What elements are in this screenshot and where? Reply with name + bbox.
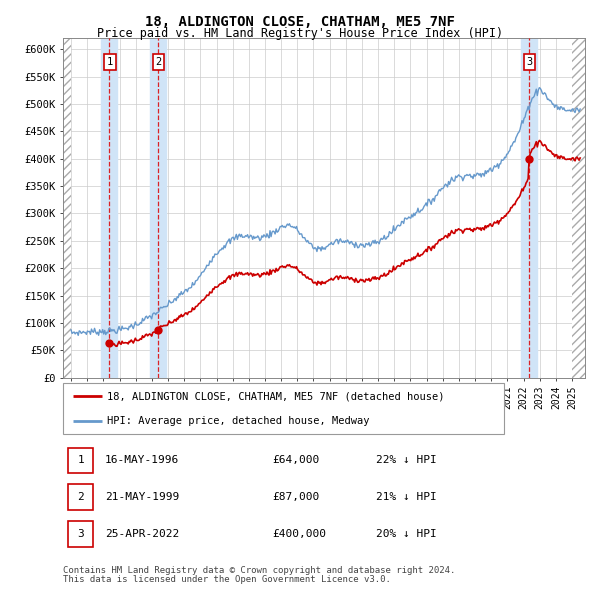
Text: Price paid vs. HM Land Registry's House Price Index (HPI): Price paid vs. HM Land Registry's House … [97, 27, 503, 40]
Text: 3: 3 [526, 57, 533, 67]
Bar [521, 38, 537, 378]
Bar [68, 448, 93, 473]
Bar [572, 38, 585, 378]
Text: HPI: Average price, detached house, Medway: HPI: Average price, detached house, Medw… [107, 416, 370, 426]
Text: 21% ↓ HPI: 21% ↓ HPI [376, 492, 437, 502]
Text: 2: 2 [155, 57, 162, 67]
Text: £400,000: £400,000 [272, 529, 326, 539]
Text: 22% ↓ HPI: 22% ↓ HPI [376, 455, 437, 466]
Bar [68, 521, 93, 546]
Bar [101, 38, 118, 378]
Text: £64,000: £64,000 [272, 455, 319, 466]
Text: 1: 1 [107, 57, 113, 67]
Text: 1: 1 [77, 455, 84, 466]
Text: 18, ALDINGTON CLOSE, CHATHAM, ME5 7NF (detached house): 18, ALDINGTON CLOSE, CHATHAM, ME5 7NF (d… [107, 391, 445, 401]
Text: 25-APR-2022: 25-APR-2022 [105, 529, 179, 539]
Text: Contains HM Land Registry data © Crown copyright and database right 2024.: Contains HM Land Registry data © Crown c… [63, 566, 455, 575]
FancyBboxPatch shape [63, 384, 504, 434]
Bar [63, 38, 71, 378]
Text: 18, ALDINGTON CLOSE, CHATHAM, ME5 7NF: 18, ALDINGTON CLOSE, CHATHAM, ME5 7NF [145, 15, 455, 29]
Text: 21-MAY-1999: 21-MAY-1999 [105, 492, 179, 502]
Bar [68, 484, 93, 510]
Text: £87,000: £87,000 [272, 492, 319, 502]
Bar [150, 38, 166, 378]
Text: This data is licensed under the Open Government Licence v3.0.: This data is licensed under the Open Gov… [63, 575, 391, 584]
Text: 16-MAY-1996: 16-MAY-1996 [105, 455, 179, 466]
Text: 20% ↓ HPI: 20% ↓ HPI [376, 529, 437, 539]
Text: 2: 2 [77, 492, 84, 502]
Text: 3: 3 [77, 529, 84, 539]
